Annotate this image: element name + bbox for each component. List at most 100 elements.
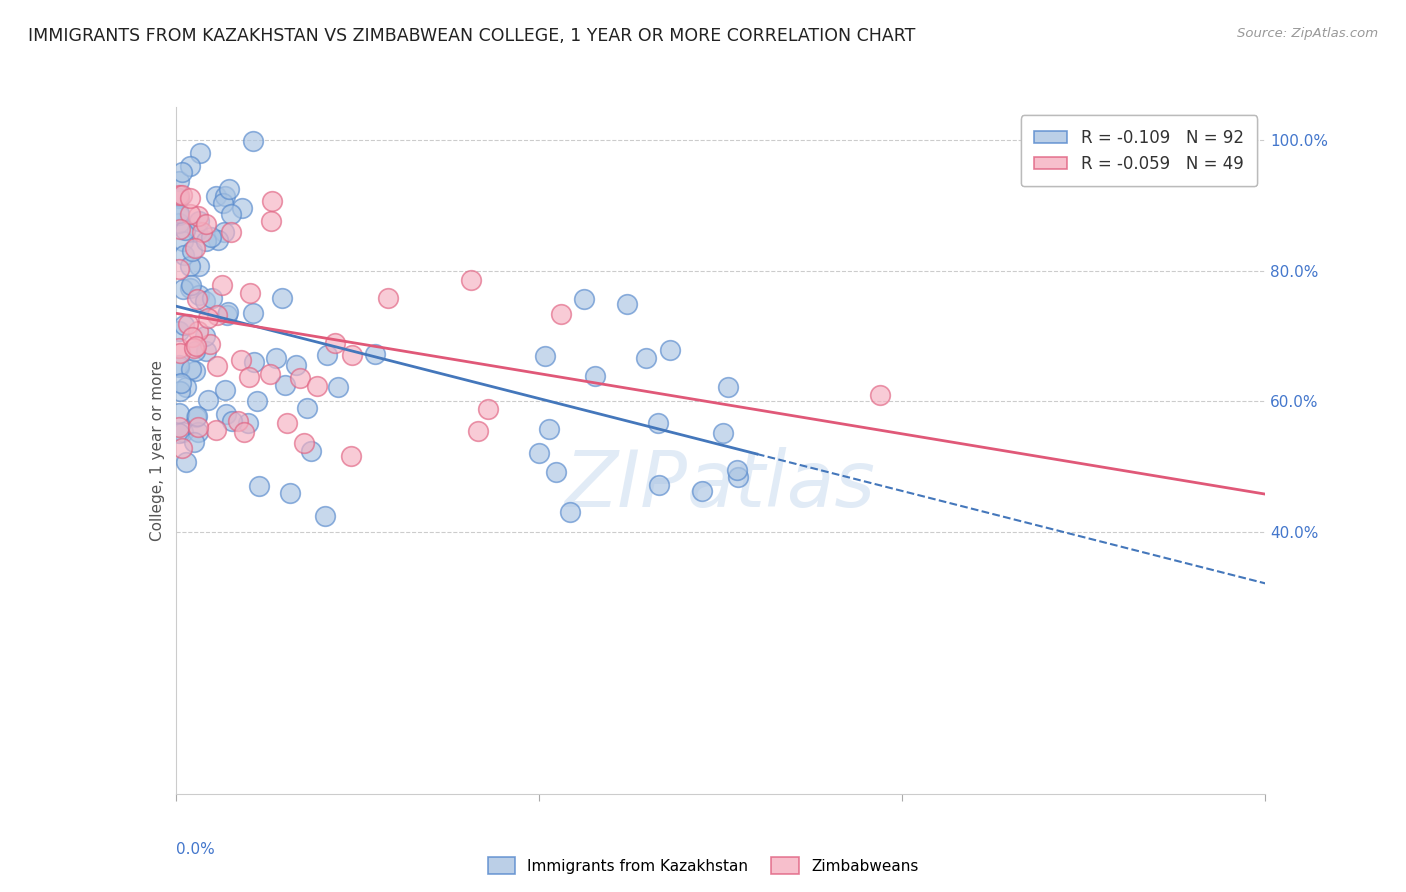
Point: [212, 225, 235, 239]
Point: [184, 409, 207, 424]
Point: [169, 187, 191, 202]
Point: [200, 229, 222, 244]
Point: [363, 347, 385, 361]
Point: [172, 234, 194, 248]
Y-axis label: College, 1 year or more: College, 1 year or more: [149, 360, 165, 541]
Point: [242, 306, 264, 320]
Point: [529, 446, 551, 460]
Point: [188, 259, 211, 273]
Point: [276, 417, 298, 431]
Point: [270, 291, 292, 305]
Point: [172, 282, 194, 296]
Point: [169, 216, 191, 230]
Point: [236, 417, 259, 431]
Legend: R = -0.109   N = 92, R = -0.059   N = 49: R = -0.109 N = 92, R = -0.059 N = 49: [1021, 115, 1257, 186]
Point: [186, 292, 208, 306]
Point: [169, 342, 191, 356]
Point: [184, 241, 207, 255]
Point: [226, 414, 249, 428]
Point: [187, 419, 209, 434]
Point: [169, 191, 191, 205]
Point: [184, 364, 207, 378]
Point: [550, 307, 572, 321]
Point: [219, 207, 242, 221]
Point: [169, 358, 191, 372]
Point: [187, 214, 209, 228]
Text: ZIPatlas: ZIPatlas: [565, 447, 876, 523]
Point: [305, 379, 328, 393]
Point: [170, 376, 193, 390]
Point: [194, 329, 217, 343]
Point: [186, 409, 208, 424]
Point: [273, 378, 295, 392]
Point: [467, 425, 489, 439]
Point: [205, 308, 228, 322]
Point: [659, 343, 682, 357]
Point: [205, 359, 228, 374]
Point: [572, 292, 595, 306]
Point: [173, 318, 195, 332]
Point: [183, 341, 205, 355]
Point: [260, 194, 283, 209]
Point: [260, 213, 283, 227]
Point: [233, 425, 256, 439]
Point: [172, 165, 194, 179]
Point: [188, 287, 211, 301]
Point: [207, 233, 229, 247]
Point: [211, 195, 233, 210]
Text: 0.0%: 0.0%: [176, 842, 215, 857]
Point: [169, 262, 191, 277]
Point: [634, 351, 657, 366]
Point: [231, 202, 253, 216]
Point: [181, 329, 204, 343]
Point: [647, 478, 669, 492]
Point: [169, 222, 191, 236]
Text: IMMIGRANTS FROM KAZAKHSTAN VS ZIMBABWEAN COLLEGE, 1 YEAR OR MORE CORRELATION CHA: IMMIGRANTS FROM KAZAKHSTAN VS ZIMBABWEAN…: [28, 27, 915, 45]
Point: [616, 296, 638, 310]
Point: [181, 244, 204, 258]
Point: [169, 384, 191, 398]
Point: [194, 293, 217, 308]
Point: [323, 336, 346, 351]
Point: [288, 370, 311, 384]
Point: [197, 311, 219, 326]
Point: [544, 465, 567, 479]
Point: [169, 208, 191, 222]
Point: [204, 189, 226, 203]
Point: [214, 383, 236, 397]
Point: [869, 388, 891, 402]
Point: [460, 273, 482, 287]
Point: [183, 434, 205, 449]
Point: [340, 348, 363, 362]
Point: [179, 207, 201, 221]
Point: [187, 425, 209, 439]
Point: [186, 224, 208, 238]
Point: [247, 478, 270, 492]
Point: [647, 416, 669, 430]
Point: [221, 414, 243, 428]
Point: [169, 324, 191, 338]
Point: [533, 350, 555, 364]
Point: [169, 360, 191, 375]
Point: [179, 191, 201, 205]
Point: [711, 425, 734, 440]
Point: [259, 367, 281, 381]
Point: [214, 189, 236, 203]
Point: [219, 225, 242, 239]
Point: [301, 443, 323, 458]
Point: [217, 304, 239, 318]
Point: [242, 134, 264, 148]
Point: [238, 370, 260, 384]
Point: [173, 248, 195, 262]
Point: [215, 408, 238, 422]
Point: [169, 406, 191, 420]
Point: [316, 348, 339, 362]
Point: [560, 504, 582, 518]
Point: [211, 278, 233, 293]
Point: [195, 217, 218, 231]
Point: [173, 223, 195, 237]
Point: [231, 353, 253, 368]
Point: [179, 160, 201, 174]
Point: [179, 259, 201, 273]
Point: [197, 392, 219, 407]
